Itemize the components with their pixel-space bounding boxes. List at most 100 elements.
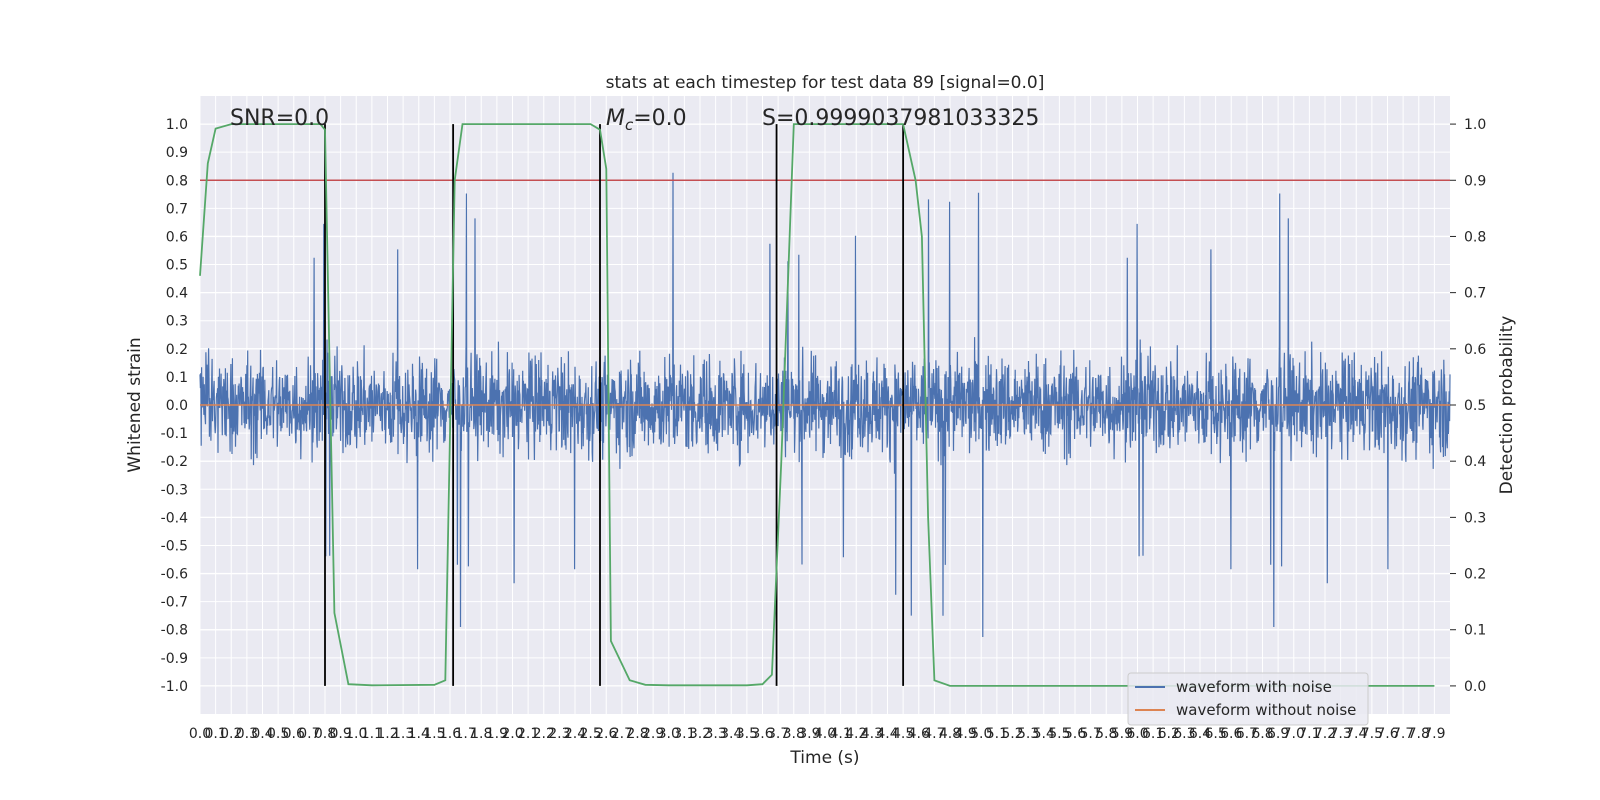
x-tick-label: 1.4 bbox=[408, 726, 430, 742]
y-left-tick-label: -0.4 bbox=[161, 510, 188, 526]
y-right-tick-label: 1.0 bbox=[1464, 117, 1486, 133]
x-tick-label: 0.5 bbox=[267, 726, 289, 742]
x-tick-label: 2.9 bbox=[642, 726, 664, 742]
x-tick-label: 3.2 bbox=[689, 726, 711, 742]
x-tick-label: 1.1 bbox=[361, 726, 383, 742]
x-tick-label: 5.8 bbox=[1095, 726, 1117, 742]
y-axis-label-right: Detection probability bbox=[1497, 316, 1517, 495]
x-tick-label: 1.8 bbox=[470, 726, 492, 742]
x-tick-label: 3.5 bbox=[736, 726, 758, 742]
x-tick-label: 7.4 bbox=[1345, 726, 1367, 742]
x-tick-label: 6.6 bbox=[1220, 726, 1242, 742]
x-tick-label: 4.7 bbox=[923, 726, 945, 742]
y-left-tick-label: -0.6 bbox=[161, 567, 188, 583]
ticks: 0.00.10.20.30.40.50.60.70.80.91.01.11.21… bbox=[161, 117, 1487, 742]
x-tick-label: 6.0 bbox=[1126, 726, 1148, 742]
x-tick-label: 6.5 bbox=[1204, 726, 1226, 742]
x-tick-label: 5.1 bbox=[986, 726, 1008, 742]
legend-label-without-noise: waveform without noise bbox=[1176, 701, 1356, 719]
y-left-tick-label: 1.0 bbox=[166, 117, 188, 133]
x-tick-label: 5.9 bbox=[1111, 726, 1133, 742]
x-tick-label: 6.9 bbox=[1267, 726, 1289, 742]
x-tick-label: 5.3 bbox=[1017, 726, 1039, 742]
x-tick-label: 2.4 bbox=[564, 726, 586, 742]
y-axis-label-left: Whitened strain bbox=[125, 337, 145, 472]
annotation-mc-value: =0.0 bbox=[633, 106, 686, 131]
y-left-tick-label: 0.6 bbox=[166, 229, 188, 245]
y-right-tick-label: 0.4 bbox=[1464, 454, 1486, 470]
x-tick-label: 0.0 bbox=[189, 726, 211, 742]
x-tick-label: 2.7 bbox=[611, 726, 633, 742]
detection-probability-line bbox=[199, 123, 1435, 687]
y-left-tick-label: -0.2 bbox=[161, 454, 188, 470]
y-right-tick-label: 0.5 bbox=[1464, 398, 1486, 414]
x-tick-label: 6.1 bbox=[1142, 726, 1164, 742]
x-tick-label: 4.8 bbox=[939, 726, 961, 742]
x-tick-label: 3.8 bbox=[783, 726, 805, 742]
y-left-tick-label: 0.2 bbox=[166, 342, 188, 358]
x-tick-label: 2.8 bbox=[626, 726, 648, 742]
x-tick-label: 5.7 bbox=[1079, 726, 1101, 742]
y-left-tick-label: 0.7 bbox=[166, 201, 188, 217]
x-tick-label: 6.7 bbox=[1236, 726, 1258, 742]
y-right-tick-label: 0.6 bbox=[1464, 342, 1486, 358]
x-tick-label: 2.5 bbox=[579, 726, 601, 742]
y-right-tick-label: 0.1 bbox=[1464, 623, 1486, 639]
x-tick-label: 6.3 bbox=[1173, 726, 1195, 742]
x-tick-label: 3.3 bbox=[704, 726, 726, 742]
y-left-tick-label: 0.0 bbox=[166, 398, 188, 414]
x-tick-label: 7.6 bbox=[1376, 726, 1398, 742]
x-tick-label: 2.2 bbox=[533, 726, 555, 742]
annotation-mc: Mc=0.0 bbox=[606, 106, 687, 134]
annotation-mc-subscript: c bbox=[625, 116, 634, 134]
y-left-tick-label: -0.8 bbox=[161, 623, 188, 639]
x-tick-label: 1.9 bbox=[486, 726, 508, 742]
x-tick-label: 7.3 bbox=[1329, 726, 1351, 742]
x-tick-label: 0.2 bbox=[220, 726, 242, 742]
x-tick-label: 5.2 bbox=[1001, 726, 1023, 742]
x-tick-label: 3.9 bbox=[798, 726, 820, 742]
x-tick-label: 5.5 bbox=[1048, 726, 1070, 742]
x-axis-label: Time (s) bbox=[789, 748, 859, 768]
x-tick-label: 0.3 bbox=[236, 726, 258, 742]
x-tick-label: 5.4 bbox=[1033, 726, 1055, 742]
x-tick-label: 7.0 bbox=[1283, 726, 1305, 742]
x-tick-label: 1.6 bbox=[439, 726, 461, 742]
y-left-tick-label: -1.0 bbox=[161, 679, 188, 695]
x-tick-label: 0.4 bbox=[251, 726, 273, 742]
y-left-tick-label: -0.9 bbox=[161, 651, 188, 667]
x-tick-label: 7.8 bbox=[1408, 726, 1430, 742]
y-right-tick-label: 0.9 bbox=[1464, 173, 1486, 189]
x-tick-label: 4.6 bbox=[908, 726, 930, 742]
y-right-tick-label: 0.2 bbox=[1464, 567, 1486, 583]
legend-label-with-noise: waveform with noise bbox=[1176, 678, 1332, 696]
x-tick-label: 3.7 bbox=[767, 726, 789, 742]
y-left-tick-label: -0.1 bbox=[161, 426, 188, 442]
y-right-tick-label: 0.0 bbox=[1464, 679, 1486, 695]
y-right-tick-label: 0.3 bbox=[1464, 510, 1486, 526]
y-left-tick-label: -0.7 bbox=[161, 595, 188, 611]
x-tick-label: 4.2 bbox=[845, 726, 867, 742]
y-left-tick-label: -0.5 bbox=[161, 538, 188, 554]
x-tick-label: 5.0 bbox=[970, 726, 992, 742]
x-tick-label: 2.0 bbox=[501, 726, 523, 742]
x-tick-label: 7.9 bbox=[1423, 726, 1445, 742]
x-tick-label: 4.3 bbox=[861, 726, 883, 742]
y-right-tick-label: 0.7 bbox=[1464, 286, 1486, 302]
x-tick-label: 1.5 bbox=[423, 726, 445, 742]
x-tick-label: 1.0 bbox=[345, 726, 367, 742]
x-tick-label: 7.1 bbox=[1298, 726, 1320, 742]
x-tick-label: 1.7 bbox=[454, 726, 476, 742]
x-tick-label: 0.6 bbox=[283, 726, 305, 742]
chart-title: stats at each timestep for test data 89 … bbox=[606, 73, 1045, 93]
x-tick-label: 6.8 bbox=[1251, 726, 1273, 742]
x-tick-label: 1.3 bbox=[392, 726, 414, 742]
y-left-tick-label: 0.9 bbox=[166, 145, 188, 161]
x-tick-label: 0.9 bbox=[329, 726, 351, 742]
overlay-lines bbox=[199, 123, 1450, 687]
x-tick-label: 4.1 bbox=[829, 726, 851, 742]
x-tick-label: 7.7 bbox=[1392, 726, 1414, 742]
x-tick-label: 4.5 bbox=[892, 726, 914, 742]
y-left-tick-label: 0.8 bbox=[166, 173, 188, 189]
